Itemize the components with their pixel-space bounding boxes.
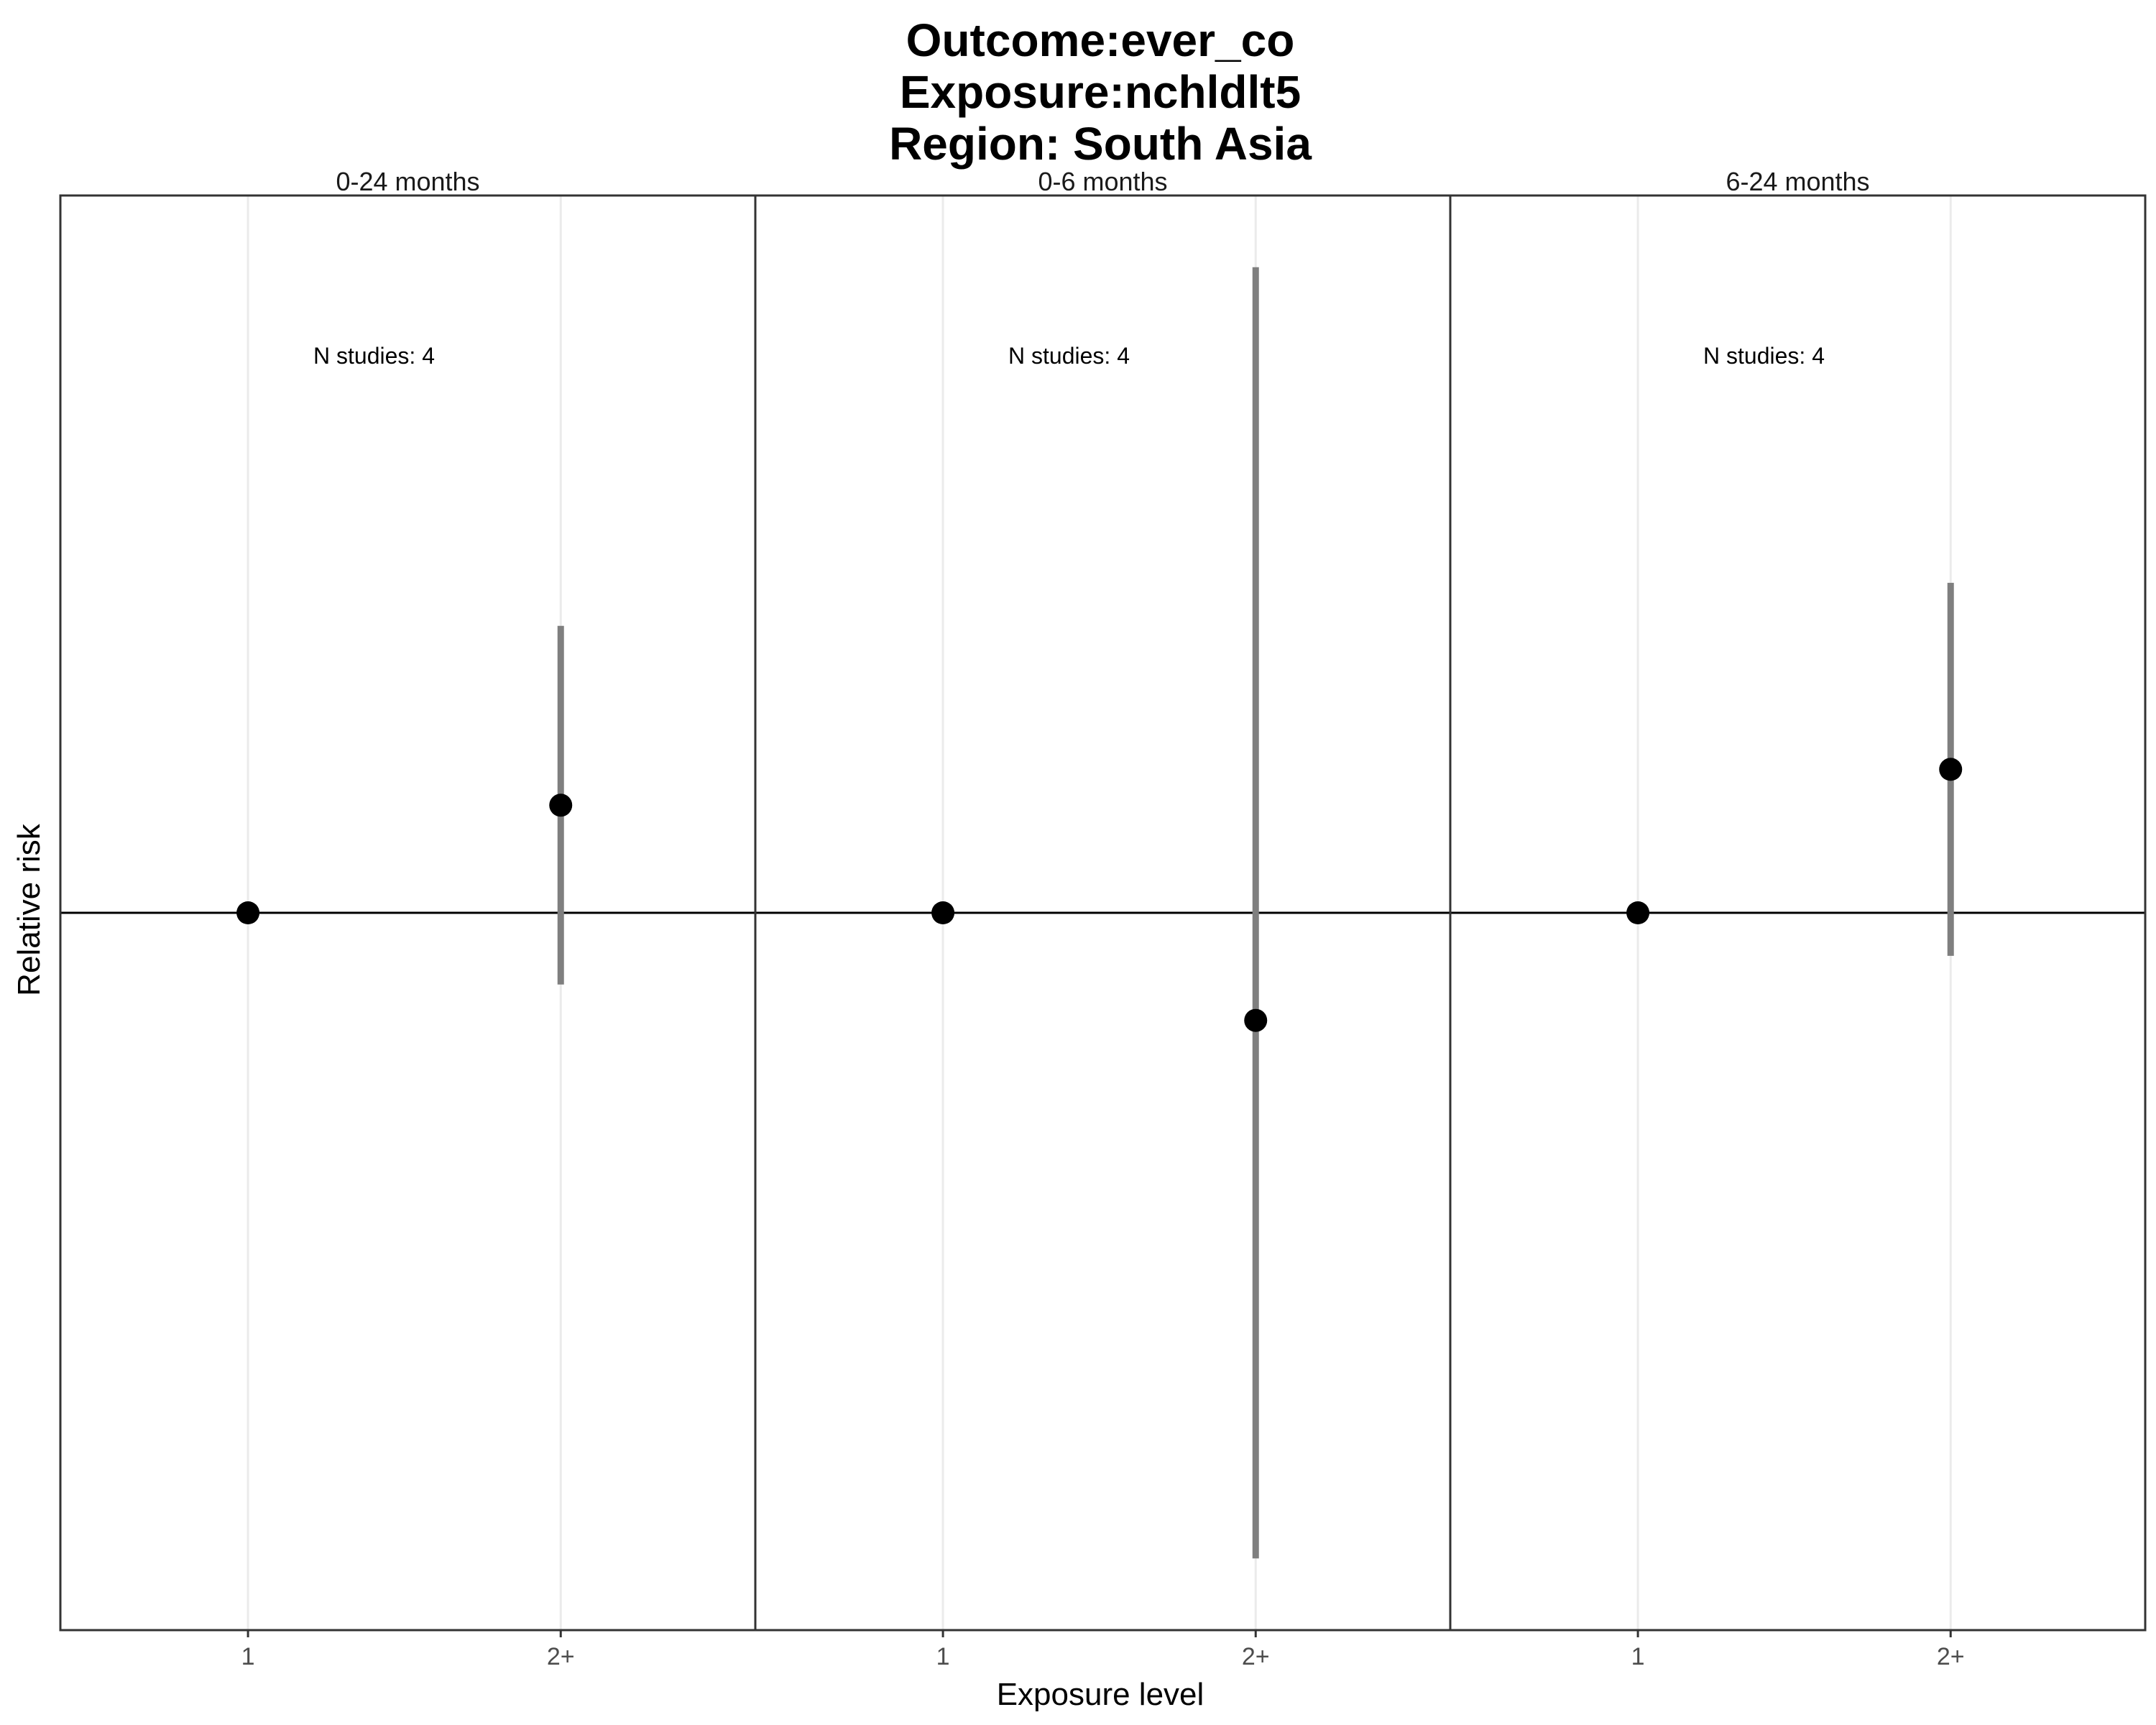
x-tick-label: 1 (241, 1643, 255, 1670)
facet-strip-label: 0-24 months (336, 167, 479, 196)
estimate-point (1626, 901, 1650, 924)
title-line: Region: South Asia (889, 118, 1312, 170)
facet-panel: N studies: 4 0-6 months 1 2+ (754, 167, 1452, 1670)
x-tick-label: 2+ (1242, 1643, 1270, 1670)
x-tick-label: 1 (936, 1643, 950, 1670)
facet-strip-label: 0-6 months (1038, 167, 1167, 196)
estimate-point (236, 901, 260, 924)
facet-panel: N studies: 4 6-24 months 1 2+ (1449, 167, 2147, 1670)
n-studies-annotation: N studies: 4 (1008, 343, 1130, 369)
facet-strip-label: 6-24 months (1726, 167, 1869, 196)
n-studies-annotation: N studies: 4 (313, 343, 435, 369)
title-line: Exposure:nchldlt5 (900, 66, 1301, 118)
chart-title: Outcome:ever_co Exposure:nchldlt5 Region… (889, 14, 1312, 170)
n-studies-annotation: N studies: 4 (1703, 343, 1825, 369)
panel-border (1449, 194, 2147, 1632)
x-tick-label: 2+ (547, 1643, 575, 1670)
estimate-point (931, 901, 955, 924)
x-tick-label: 1 (1631, 1643, 1645, 1670)
estimate-point (549, 794, 573, 817)
title-line: Outcome:ever_co (906, 14, 1295, 66)
x-axis-title: Exposure level (997, 1677, 1204, 1712)
y-axis-title: Relative risk (11, 823, 47, 996)
facet-panel: N studies: 4 0-24 months 1 2+ (59, 167, 757, 1670)
facet-panels: N studies: 4 0-24 months 1 2+ N studies: 4 0-… (59, 167, 2147, 1670)
estimate-point (1244, 1008, 1268, 1032)
x-tick-label: 2+ (1937, 1643, 1965, 1670)
estimate-point (1939, 758, 1963, 781)
